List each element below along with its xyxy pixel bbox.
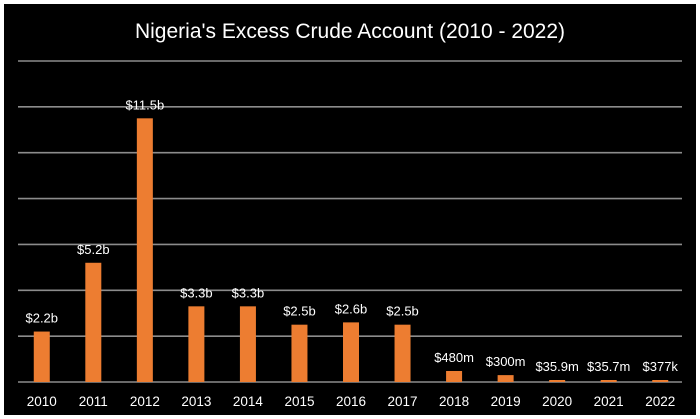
data-label-2017: $2.5b	[386, 304, 419, 319]
data-label-2012: $11.5b	[125, 97, 164, 112]
x-tick-2017: 2017	[388, 394, 418, 409]
data-label-2021: $35.7m	[587, 359, 630, 374]
bar-2020	[549, 380, 566, 382]
x-tick-2019: 2019	[491, 394, 521, 409]
data-label-2010: $2.2b	[25, 311, 58, 326]
bar-2010	[33, 331, 50, 382]
bar-2016	[343, 322, 359, 382]
data-labels: $2.2b $5.2b $11.5b $3.3b $3.3b $2.5b $2.6b $2.5…	[25, 97, 678, 374]
x-axis-ticks: 2010 2011 2012 2013 2014 2015 2016 2017 2018 2019…	[27, 394, 676, 409]
bar-2012	[136, 118, 153, 383]
bar-2018	[446, 370, 463, 382]
bar-2017	[394, 324, 411, 382]
x-tick-2021: 2021	[594, 394, 624, 409]
x-tick-2013: 2013	[181, 394, 211, 409]
bars	[33, 118, 669, 383]
x-tick-2015: 2015	[284, 394, 314, 409]
data-label-2014: $3.3b	[232, 285, 265, 300]
x-tick-2020: 2020	[542, 394, 572, 409]
x-tick-2022: 2022	[645, 394, 675, 409]
data-label-2011: $5.2b	[77, 242, 110, 257]
bar-2014	[239, 306, 256, 382]
x-tick-2014: 2014	[233, 394, 264, 409]
x-tick-2012: 2012	[130, 394, 160, 409]
x-tick-2016: 2016	[336, 394, 366, 409]
data-label-2016: $2.6b	[335, 301, 368, 316]
bar-2021	[600, 380, 617, 382]
data-label-2022: $377k	[643, 359, 679, 374]
data-label-2019: $300m	[486, 354, 526, 369]
x-tick-2010: 2010	[27, 394, 57, 409]
bar-2022	[652, 380, 669, 382]
bar-2015	[291, 324, 308, 382]
x-tick-2011: 2011	[79, 394, 108, 409]
data-label-2020: $35.9m	[535, 359, 578, 374]
data-label-2018: $480m	[434, 350, 474, 365]
bar-2011	[85, 262, 102, 382]
bar-2019	[497, 375, 514, 382]
x-tick-2018: 2018	[439, 394, 469, 409]
chart-title: Nigeria's Excess Crude Account (2010 - 2…	[135, 20, 565, 43]
data-label-2015: $2.5b	[283, 304, 316, 319]
data-label-2013: $3.3b	[180, 285, 213, 300]
bar-2013	[188, 306, 205, 382]
